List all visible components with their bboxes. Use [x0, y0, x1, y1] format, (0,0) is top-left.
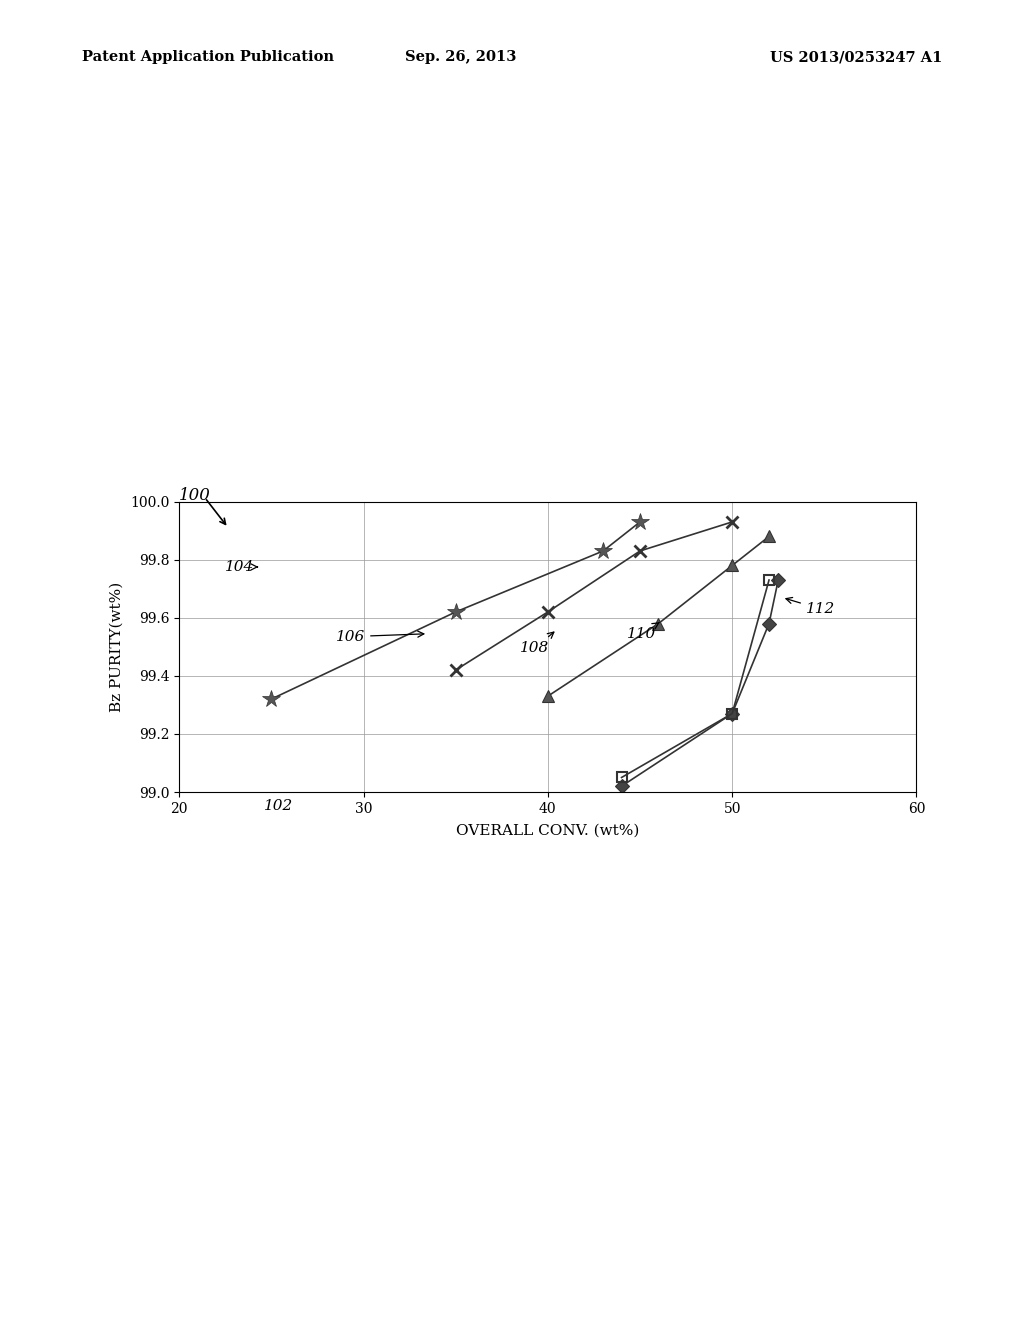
Text: US 2013/0253247 A1: US 2013/0253247 A1 [770, 50, 942, 65]
Y-axis label: Bz PURITY(wt%): Bz PURITY(wt%) [110, 582, 123, 711]
Text: 102: 102 [264, 799, 293, 813]
Text: 106: 106 [336, 630, 424, 644]
Text: Sep. 26, 2013: Sep. 26, 2013 [406, 50, 516, 65]
Text: 100: 100 [179, 487, 211, 504]
Text: 112: 112 [786, 598, 836, 616]
X-axis label: OVERALL CONV. (wt%): OVERALL CONV. (wt%) [456, 824, 640, 838]
Text: 110: 110 [627, 623, 659, 640]
Text: 104: 104 [225, 560, 258, 574]
Text: 108: 108 [520, 632, 554, 655]
Text: Patent Application Publication: Patent Application Publication [82, 50, 334, 65]
